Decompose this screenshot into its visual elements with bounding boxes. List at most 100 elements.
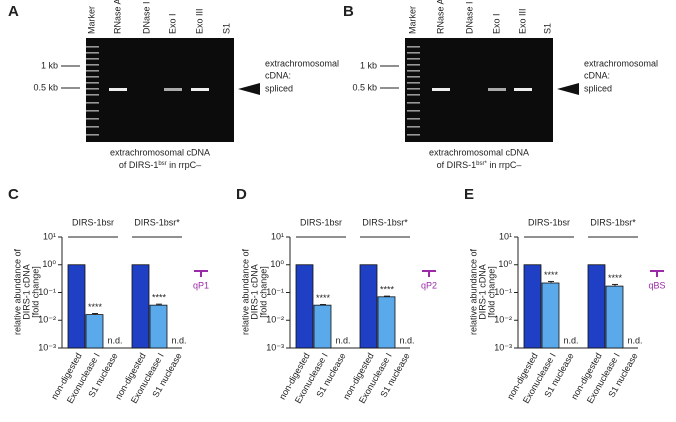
ladder-band — [86, 134, 99, 136]
bar — [131, 264, 150, 349]
primer-label: qP2 — [421, 280, 437, 290]
band-label: cDNA: — [265, 70, 291, 80]
ladder-band — [407, 118, 420, 120]
nd-label: n.d. — [399, 335, 414, 345]
band-label: spliced — [265, 83, 293, 93]
bar — [295, 264, 314, 349]
gel-caption: extrachromosomal cDNA — [429, 147, 529, 157]
band-label: spliced — [584, 83, 612, 93]
nd-label: n.d. — [335, 335, 350, 345]
ladder-band — [86, 102, 99, 104]
significance: **** — [88, 302, 103, 312]
y-axis-label: DIRS-1 cDNA — [477, 264, 487, 320]
ladder-band — [407, 102, 420, 104]
ladder-band — [407, 94, 420, 96]
y-tick-label: 10⁻³ — [38, 342, 56, 352]
ladder-band — [407, 70, 420, 72]
ladder-band — [407, 76, 420, 78]
group-label: DIRS-1bsr — [72, 217, 114, 227]
y-tick-label: 10⁻¹ — [494, 287, 512, 297]
ladder-band — [407, 82, 420, 84]
significance: **** — [380, 285, 395, 295]
lane-label: Exo III — [194, 8, 204, 34]
gel-caption: of DIRS-1bsr* in rrpC– — [437, 160, 522, 170]
y-tick-label: 10⁰ — [270, 259, 284, 269]
ladder-band — [407, 110, 420, 112]
bar — [313, 304, 332, 349]
ladder-band — [407, 46, 420, 48]
caption-part: of DIRS-1 — [119, 160, 159, 170]
bar — [149, 304, 168, 349]
caption-part: bsr — [158, 161, 166, 167]
group-label: DIRS-1bsr — [528, 217, 570, 227]
bar — [587, 264, 606, 349]
nd-label: n.d. — [627, 335, 642, 345]
y-axis-label: DIRS-1 cDNA — [249, 264, 259, 320]
gel-caption: of DIRS-1bsr in rrpC– — [119, 160, 201, 170]
nd-label: n.d. — [107, 335, 122, 345]
y-tick-label: 10⁰ — [498, 259, 512, 269]
gel-band — [514, 88, 532, 91]
y-axis-label: [fold change] — [30, 266, 40, 318]
group-label: DIRS-1bsr* — [362, 217, 408, 227]
size-label: 0.5 kb — [352, 82, 377, 92]
gel-band — [164, 88, 182, 91]
y-tick-label: 10¹ — [271, 231, 284, 241]
size-label: 1 kb — [360, 60, 377, 70]
y-tick-label: 10⁻² — [38, 315, 56, 325]
panel-letter: A — [8, 3, 19, 20]
panel-letter: E — [464, 186, 474, 203]
lane-label: S1 — [221, 23, 231, 34]
gel-band — [488, 88, 506, 91]
ladder-band — [86, 118, 99, 120]
bar — [67, 264, 86, 349]
ladder-band — [86, 70, 99, 72]
y-tick-label: 10¹ — [43, 231, 56, 241]
ladder-band — [407, 52, 420, 54]
ladder-band — [86, 52, 99, 54]
caption-part: in rrpC– — [487, 160, 522, 170]
arrowhead — [557, 83, 579, 95]
ladder-band — [407, 58, 420, 60]
caption-part: in rrpC– — [167, 160, 202, 170]
y-axis-label: relative abundance of — [12, 248, 22, 335]
lane-label: Exo I — [167, 13, 177, 34]
bar — [605, 285, 624, 349]
nd-label: n.d. — [171, 335, 186, 345]
size-label: 0.5 kb — [33, 82, 58, 92]
panel-letter: C — [8, 186, 19, 203]
y-axis-label: relative abundance of — [468, 248, 478, 335]
size-label: 1 kb — [41, 60, 58, 70]
ladder-band — [86, 94, 99, 96]
gel-band — [432, 88, 450, 91]
bar — [359, 264, 378, 349]
lane-label: RNase A — [435, 0, 445, 34]
arrowhead — [238, 83, 260, 95]
group-label: DIRS-1bsr — [300, 217, 342, 227]
nd-label: n.d. — [563, 335, 578, 345]
group-label: DIRS-1bsr* — [590, 217, 636, 227]
ladder-band — [86, 64, 99, 66]
y-tick-label: 10⁻¹ — [38, 287, 56, 297]
ladder-band — [407, 64, 420, 66]
gel-band — [109, 88, 127, 91]
ladder-band — [86, 82, 99, 84]
lane-label: S1 — [542, 23, 552, 34]
gel-caption: extrachromosomal cDNA — [110, 147, 210, 157]
gel-image — [86, 38, 234, 142]
ladder-band — [86, 58, 99, 60]
caption-part: bsr* — [476, 161, 487, 167]
ladder-band — [86, 46, 99, 48]
y-tick-label: 10⁻² — [494, 315, 512, 325]
bar — [523, 264, 542, 349]
ladder-band — [86, 126, 99, 128]
gel-band — [191, 88, 209, 91]
bar — [377, 296, 396, 349]
band-label: extrachromosomal — [265, 58, 339, 68]
significance: **** — [152, 293, 167, 303]
caption-part: of DIRS-1 — [437, 160, 477, 170]
significance: **** — [316, 293, 331, 303]
y-tick-label: 10⁻¹ — [266, 287, 284, 297]
y-axis-label: relative abundance of — [240, 248, 250, 335]
